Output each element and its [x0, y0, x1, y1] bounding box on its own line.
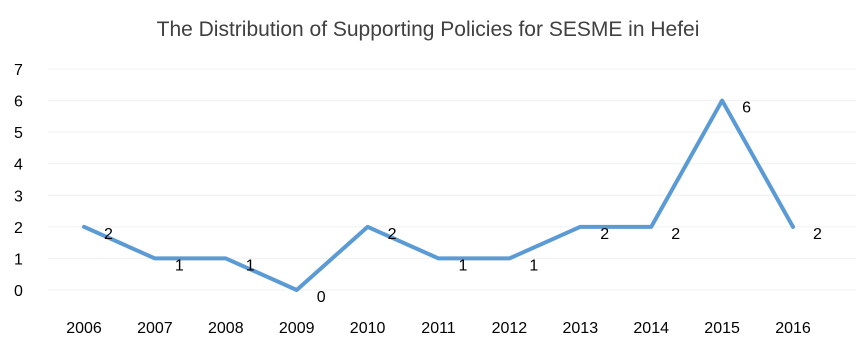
data-label: 0: [317, 289, 326, 306]
data-point: [437, 256, 441, 260]
y-tick-label: 3: [14, 188, 23, 205]
data-point: [366, 225, 370, 229]
data-point: [507, 256, 511, 260]
x-tick-label: 2012: [492, 320, 528, 337]
data-label: 2: [671, 226, 680, 243]
series-line: [82, 98, 795, 292]
data-label: 1: [529, 257, 538, 274]
data-label: 6: [742, 100, 751, 117]
x-tick-label: 2014: [633, 320, 669, 337]
data-point: [720, 99, 724, 103]
y-tick-label: 4: [14, 157, 23, 174]
data-label: 2: [813, 226, 822, 243]
x-tick-label: 2008: [208, 320, 244, 337]
x-tick-label: 2006: [66, 320, 102, 337]
y-tick-label: 6: [14, 94, 23, 111]
data-point: [791, 225, 795, 229]
x-tick-label: 2010: [350, 320, 386, 337]
x-tick-label: 2011: [421, 320, 456, 337]
y-tick-label: 0: [14, 283, 23, 300]
data-label: 1: [246, 257, 255, 274]
data-point: [153, 256, 157, 260]
y-tick-label: 2: [14, 220, 23, 237]
x-tick-label: 2007: [137, 320, 173, 337]
data-label: 1: [175, 257, 184, 274]
x-tick-label: 2009: [279, 320, 315, 337]
y-tick-label: 1: [14, 251, 23, 268]
y-tick-label: 5: [14, 125, 23, 142]
x-tick-label: 2015: [704, 320, 740, 337]
data-label: 1: [459, 257, 468, 274]
data-label: 2: [600, 226, 609, 243]
data-point: [578, 225, 582, 229]
data-point: [224, 256, 228, 260]
data-point: [82, 225, 86, 229]
data-point: [295, 288, 299, 292]
data-point: [649, 225, 653, 229]
chart-title: The Distribution of Supporting Policies …: [156, 18, 700, 41]
x-tick-label: 2016: [775, 320, 811, 337]
data-label: 2: [104, 226, 113, 243]
x-tick-label: 2013: [563, 320, 599, 337]
data-label: 2: [388, 226, 397, 243]
y-tick-label: 7: [14, 62, 23, 79]
